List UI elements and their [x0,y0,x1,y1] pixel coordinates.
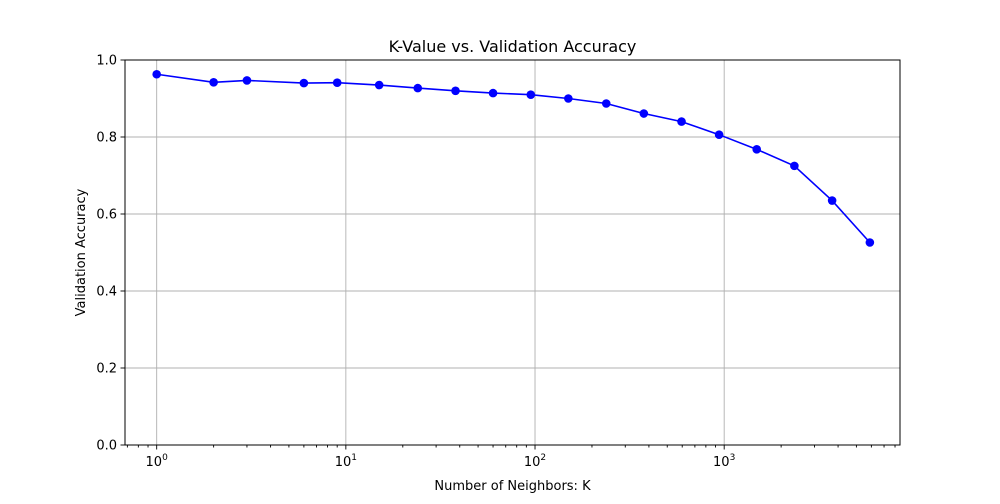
plot-frame [124,59,901,446]
y-tick-label: 0.2 [96,362,117,377]
series [152,69,875,247]
data-point [332,78,342,88]
data-point [677,117,686,126]
data-point [209,78,218,87]
x-tick-exponent: 3 [730,453,736,463]
x-tick-label: 103 [713,453,735,470]
x-tick-exponent: 1 [351,453,357,463]
x-tick-label: 100 [146,453,169,470]
x-tick-label: 102 [524,453,546,470]
y-tick-label: 0.0 [96,439,117,454]
plot-background [125,60,900,445]
data-point [714,130,724,139]
y-tick-label: 0.4 [96,285,117,300]
chart-title: K-Value vs. Validation Accuracy [389,37,637,56]
data-point [152,69,161,79]
data-point [374,80,384,90]
data-point [299,78,309,88]
data-point [451,86,460,96]
data-point [865,238,875,247]
data-point [242,76,252,85]
data-point [827,196,837,205]
y-tick-label: 0.6 [96,208,117,223]
data-point [790,161,799,171]
data-point [526,90,536,99]
data-point [488,88,498,98]
y-tick-label: 0.8 [96,131,117,146]
x-tick-exponent: 2 [540,453,546,463]
x-tick-label: 101 [335,453,357,470]
data-point [639,109,649,118]
y-tick-label: 1.0 [96,54,117,69]
y-axis-label: Validation Accuracy [74,188,89,316]
data-point [413,83,423,93]
x-tick-exponent: 0 [162,453,168,463]
data-point [601,99,611,108]
x-axis-label: Number of Neighbors: K [434,479,591,494]
data-point [564,94,573,103]
data-point [752,145,762,154]
